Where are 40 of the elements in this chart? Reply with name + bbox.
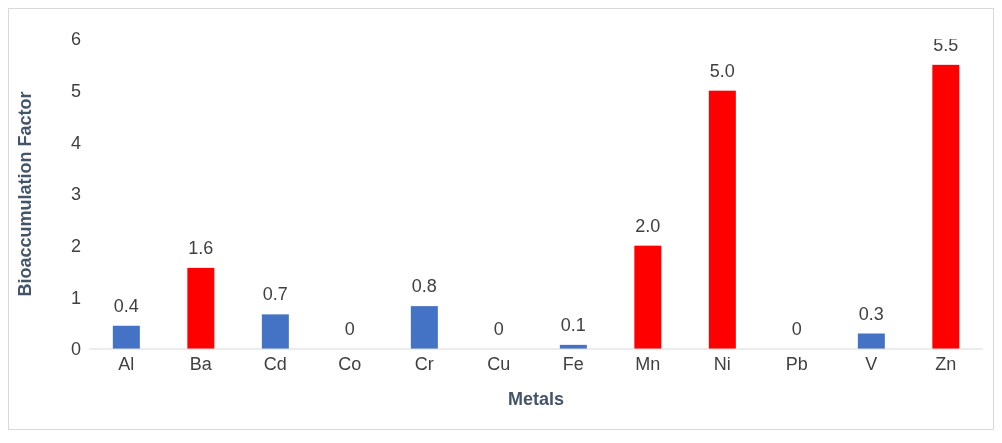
x-tick-label: Zn (935, 353, 957, 374)
bar (112, 325, 140, 349)
bar (857, 333, 885, 349)
data-label: 0 (344, 319, 355, 339)
data-label: 1.6 (188, 237, 214, 258)
x-tick-label: Cr (414, 353, 434, 374)
data-label: 5.0 (709, 60, 735, 81)
x-tick-label: Cu (487, 353, 511, 374)
x-tick-label: Pb (785, 353, 808, 374)
data-label: 0 (791, 319, 802, 339)
x-tick-label: Ni (713, 353, 731, 374)
y-tick-label: 4 (70, 132, 81, 153)
y-tick-label: 2 (70, 236, 81, 257)
y-axis-title: Bioaccumulation Factor (15, 91, 36, 297)
x-axis-title: Metals (507, 389, 565, 409)
data-label: 0.8 (411, 276, 437, 297)
y-tick-label: 5 (70, 81, 81, 102)
x-tick-label: Co (338, 353, 362, 374)
bar (634, 245, 662, 349)
y-tick-label: 1 (70, 287, 81, 308)
bar (187, 267, 215, 349)
x-tick-label: Fe (562, 353, 584, 374)
bar (261, 314, 289, 349)
bar (932, 64, 960, 349)
data-label: 0.7 (262, 284, 288, 305)
x-tick-label: Cd (263, 353, 287, 374)
data-label: 0.1 (560, 314, 586, 335)
y-tick-label: 3 (70, 184, 81, 205)
x-tick-label: Ba (189, 353, 213, 374)
data-label: 0.4 (113, 295, 139, 316)
data-label: 0 (493, 319, 504, 339)
x-tick-label: Mn (635, 353, 661, 374)
bar (708, 90, 736, 349)
x-tick-label: Al (118, 353, 135, 374)
y-tick-label: 0 (70, 339, 81, 360)
bar (410, 306, 438, 349)
x-tick-label: V (865, 353, 878, 374)
data-label: 2.0 (635, 215, 661, 236)
y-tick-label: 6 (70, 29, 81, 50)
data-label: 0.3 (858, 303, 884, 324)
